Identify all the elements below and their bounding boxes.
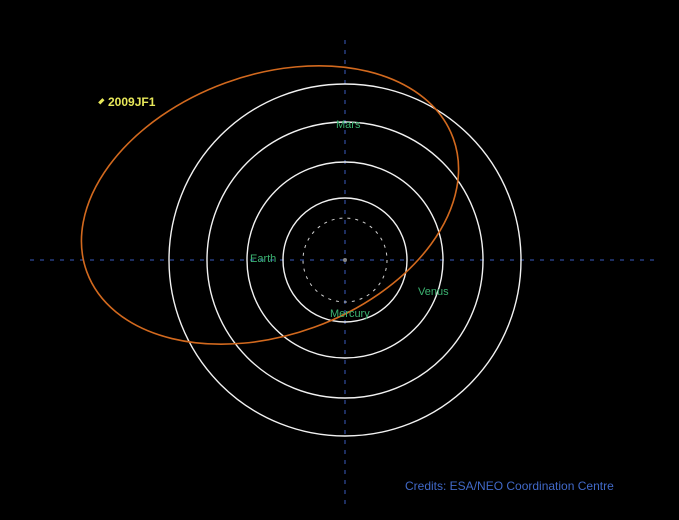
mercury-label: Mercury xyxy=(330,308,370,320)
earth-label: Earth xyxy=(250,253,276,265)
mars-label: Mars xyxy=(336,119,361,131)
credits-text: Credits: ESA/NEO Coordination Centre xyxy=(405,479,614,493)
orbit-diagram: Mercury Venus Earth Mars 2009JF1 Credits: ESA… xyxy=(0,0,679,520)
venus-label: Venus xyxy=(418,286,449,298)
orbit-svg: Mercury Venus Earth Mars 2009JF1 Credits: ESA… xyxy=(0,0,679,520)
asteroid-label: 2009JF1 xyxy=(108,95,156,109)
sun-point xyxy=(343,258,347,262)
